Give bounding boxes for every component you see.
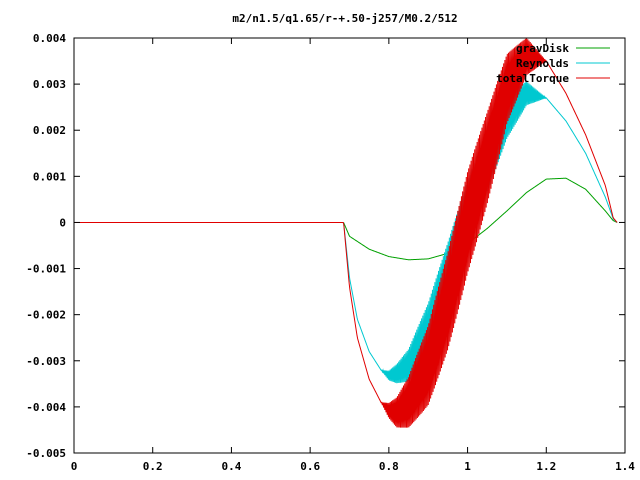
legend-label: totalTorque: [496, 72, 569, 85]
y-tick-label: 0.004: [33, 32, 66, 45]
y-tick-label: -0.005: [26, 447, 66, 460]
x-tick-label: 0.8: [379, 460, 399, 473]
chart-title: m2/n1.5/q1.65/r-+.50-j257/M0.2/512: [232, 12, 457, 25]
x-axis: 0 0.2 0.4 0.6 0.8 1 1.2 1.4: [71, 38, 635, 473]
y-axis: 0.004 0.003 0.002 0.001 0 -0.001 -0.002 -0.003 -…: [26, 32, 625, 460]
y-tick-label: -0.004: [26, 401, 66, 414]
y-tick-label: 0.003: [33, 78, 66, 91]
legend-label: Reynolds: [516, 57, 569, 70]
y-tick-label: 0: [59, 216, 66, 229]
curves: [74, 37, 618, 428]
y-tick-label: 0.001: [33, 170, 66, 183]
legend-label: gravDisk: [516, 42, 569, 55]
y-tick-label: -0.001: [26, 263, 66, 276]
y-tick-label: -0.003: [26, 355, 66, 368]
x-tick-label: 0.6: [300, 460, 320, 473]
x-tick-label: 1.2: [536, 460, 556, 473]
y-tick-label: 0.002: [33, 124, 66, 137]
x-tick-label: 0.2: [143, 460, 163, 473]
x-tick-label: 0: [71, 460, 78, 473]
legend: gravDisk Reynolds totalTorque: [496, 42, 610, 85]
x-tick-label: 1.4: [615, 460, 635, 473]
y-tick-label: -0.002: [26, 309, 66, 322]
series-line-Reynolds: [74, 81, 618, 384]
x-tick-label: 1: [464, 460, 471, 473]
x-tick-label: 0.4: [221, 460, 241, 473]
plot-frame: [73, 37, 626, 454]
